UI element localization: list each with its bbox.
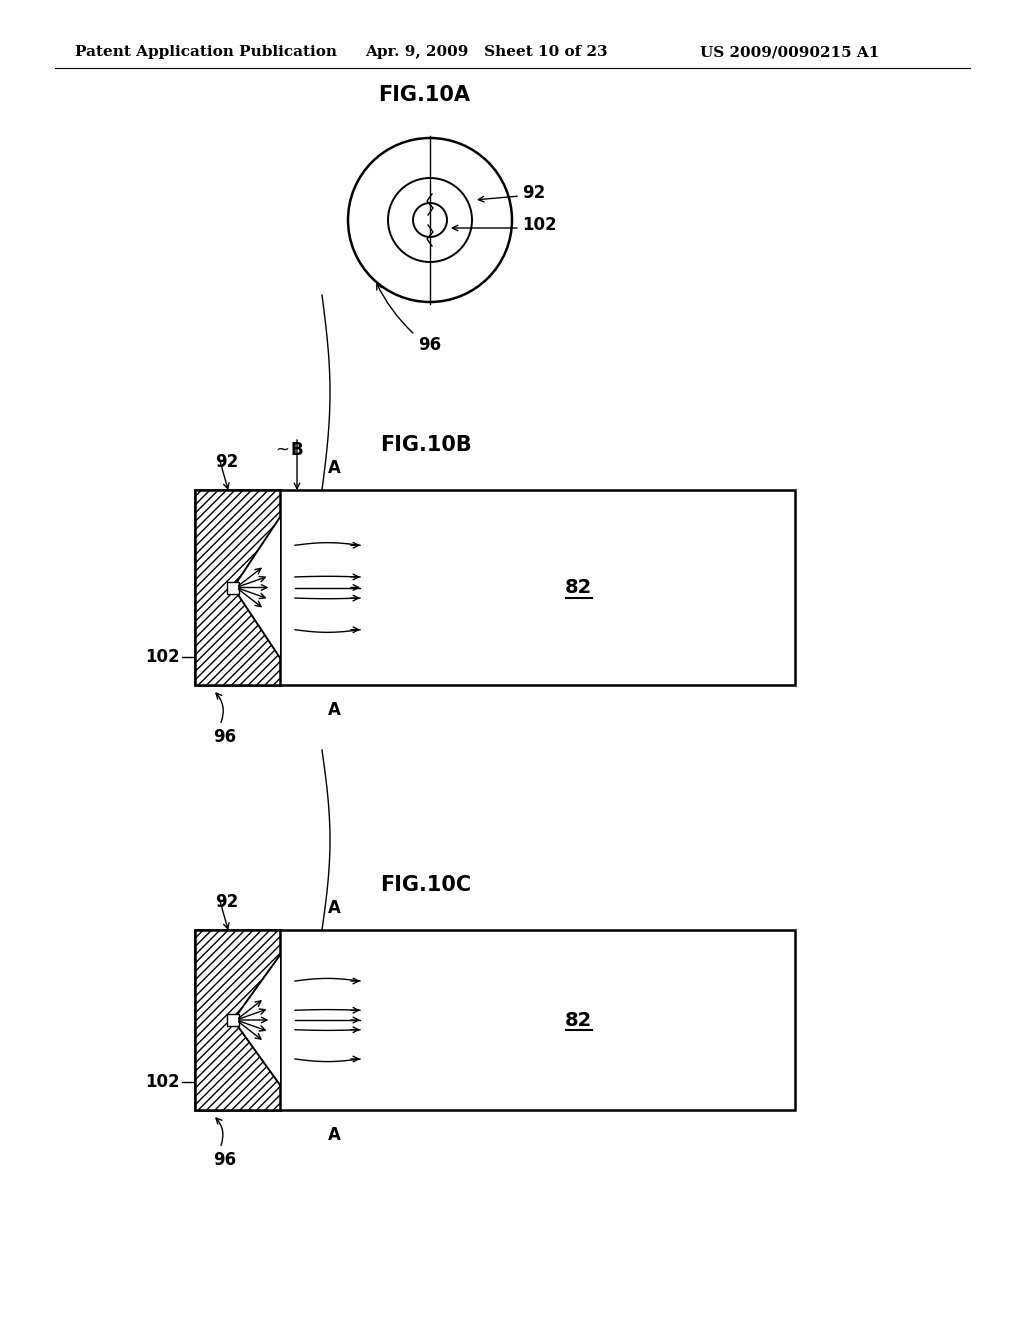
Bar: [195, 490, 795, 685]
Text: Patent Application Publication: Patent Application Publication: [75, 45, 337, 59]
Text: 96: 96: [213, 729, 237, 746]
Text: 96: 96: [213, 1151, 237, 1170]
Text: FIG.10A: FIG.10A: [378, 84, 470, 106]
Bar: [195, 490, 280, 685]
Text: 102: 102: [522, 216, 557, 234]
Text: 82: 82: [565, 578, 592, 597]
Text: A: A: [328, 459, 340, 477]
Text: US 2009/0090215 A1: US 2009/0090215 A1: [700, 45, 880, 59]
Text: Apr. 9, 2009   Sheet 10 of 23: Apr. 9, 2009 Sheet 10 of 23: [365, 45, 607, 59]
Text: 102: 102: [145, 1073, 180, 1092]
Text: 92: 92: [215, 894, 239, 911]
Bar: [195, 931, 280, 1110]
Text: 82: 82: [565, 1011, 592, 1030]
Text: A: A: [328, 701, 340, 719]
Text: 102: 102: [145, 648, 180, 667]
Text: FIG.10C: FIG.10C: [380, 875, 471, 895]
Bar: [195, 931, 795, 1110]
Bar: [227, 1014, 240, 1026]
Text: 92: 92: [215, 453, 239, 471]
Text: FIG.10B: FIG.10B: [380, 436, 472, 455]
Text: ~: ~: [275, 441, 289, 459]
Polygon shape: [233, 517, 280, 657]
Text: 96: 96: [419, 337, 441, 354]
Text: A: A: [328, 899, 340, 917]
Bar: [227, 582, 240, 594]
Text: B: B: [291, 441, 303, 459]
Text: 92: 92: [522, 183, 545, 202]
Text: A: A: [328, 1126, 340, 1144]
Polygon shape: [233, 956, 280, 1085]
